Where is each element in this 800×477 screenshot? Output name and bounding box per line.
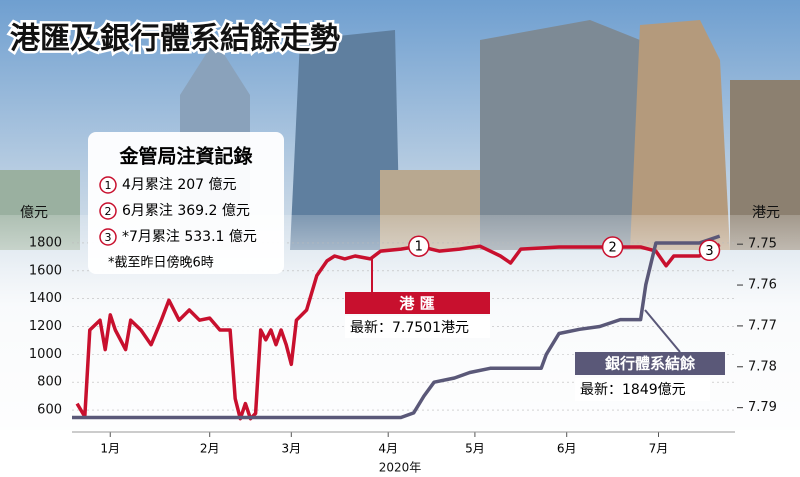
- num-circle: [99, 176, 117, 194]
- x-tick-label: 4月: [378, 442, 398, 456]
- x-tick-label: 5月: [465, 442, 485, 456]
- injection-text: *7月累注 533.1 億元: [122, 229, 257, 245]
- x-tick-label: 6月: [557, 442, 577, 456]
- chart-title: 港匯及銀行體系結餘走勢: [10, 22, 340, 57]
- y-tick-label: 800: [37, 375, 62, 390]
- y2-tick-label: 7.79: [748, 400, 777, 415]
- y-axis-label: 億元: [20, 205, 48, 221]
- series-line: [75, 243, 721, 421]
- injection-text: 6月累注 369.2 億元: [122, 203, 250, 219]
- injection-text: 4月累注 207 億元: [122, 177, 237, 193]
- num-label: 2: [105, 205, 112, 218]
- marker-label: 1: [415, 240, 423, 255]
- y2-axis-label: 港元: [752, 205, 780, 221]
- x-tick-label: 3月: [281, 442, 301, 456]
- leader: [644, 309, 681, 353]
- y2-tick-label: 7.75: [748, 237, 777, 252]
- num-label: 3: [105, 231, 112, 244]
- callout-box: [575, 352, 725, 375]
- marker-circle: [698, 239, 721, 262]
- callout-box: [345, 316, 490, 338]
- y-tick-label: 1200: [29, 319, 62, 334]
- annotations: 金管局注資記錄 1 4月累注 207 億元 1 2 6月累注 369.2 億元 2 3 *7月累…: [88, 132, 725, 401]
- y-tick-label: 1600: [29, 263, 62, 278]
- marker-circle: [601, 236, 624, 258]
- legend-label: 銀行體系結餘: [605, 355, 696, 373]
- marker-label: 3: [705, 244, 713, 259]
- callout-latest: 最新：1849億元: [580, 382, 686, 398]
- y2-tick-label: 7.76: [748, 278, 777, 293]
- y-tick-label: 1800: [29, 235, 62, 250]
- series-line: [72, 234, 721, 420]
- y-tick-label: 600: [37, 403, 62, 418]
- x-tick-label: 7月: [649, 442, 669, 456]
- callout-box: [345, 292, 490, 314]
- x-tick-label: 2月: [200, 442, 220, 456]
- grid: 600 800 1000 1200 1400 1600 1800 7.75 7.76 7.77 7.…: [29, 235, 777, 455]
- info-note: *截至昨日傍晚6時: [108, 255, 214, 271]
- y-tick-label: 1400: [29, 291, 62, 306]
- num-label: 1: [105, 179, 112, 192]
- y2-tick-label: 7.78: [748, 359, 777, 374]
- callout-latest: 最新：7.7501港元: [350, 320, 469, 336]
- marker-circle: [408, 235, 430, 257]
- num-circle: [99, 202, 117, 220]
- x-axis-label: 2020年: [379, 461, 422, 475]
- info-box: [88, 132, 284, 274]
- lines: [72, 234, 721, 421]
- y2-tick-label: 7.77: [748, 318, 777, 333]
- callout-box: [575, 378, 710, 401]
- x-tick-label: 1月: [100, 442, 120, 456]
- info-title: 金管局注資記錄: [118, 145, 252, 168]
- legend-label: 港 匯: [399, 295, 434, 313]
- num-circle: [99, 228, 117, 246]
- y-tick-label: 1000: [29, 347, 62, 362]
- marker-label: 2: [608, 241, 616, 256]
